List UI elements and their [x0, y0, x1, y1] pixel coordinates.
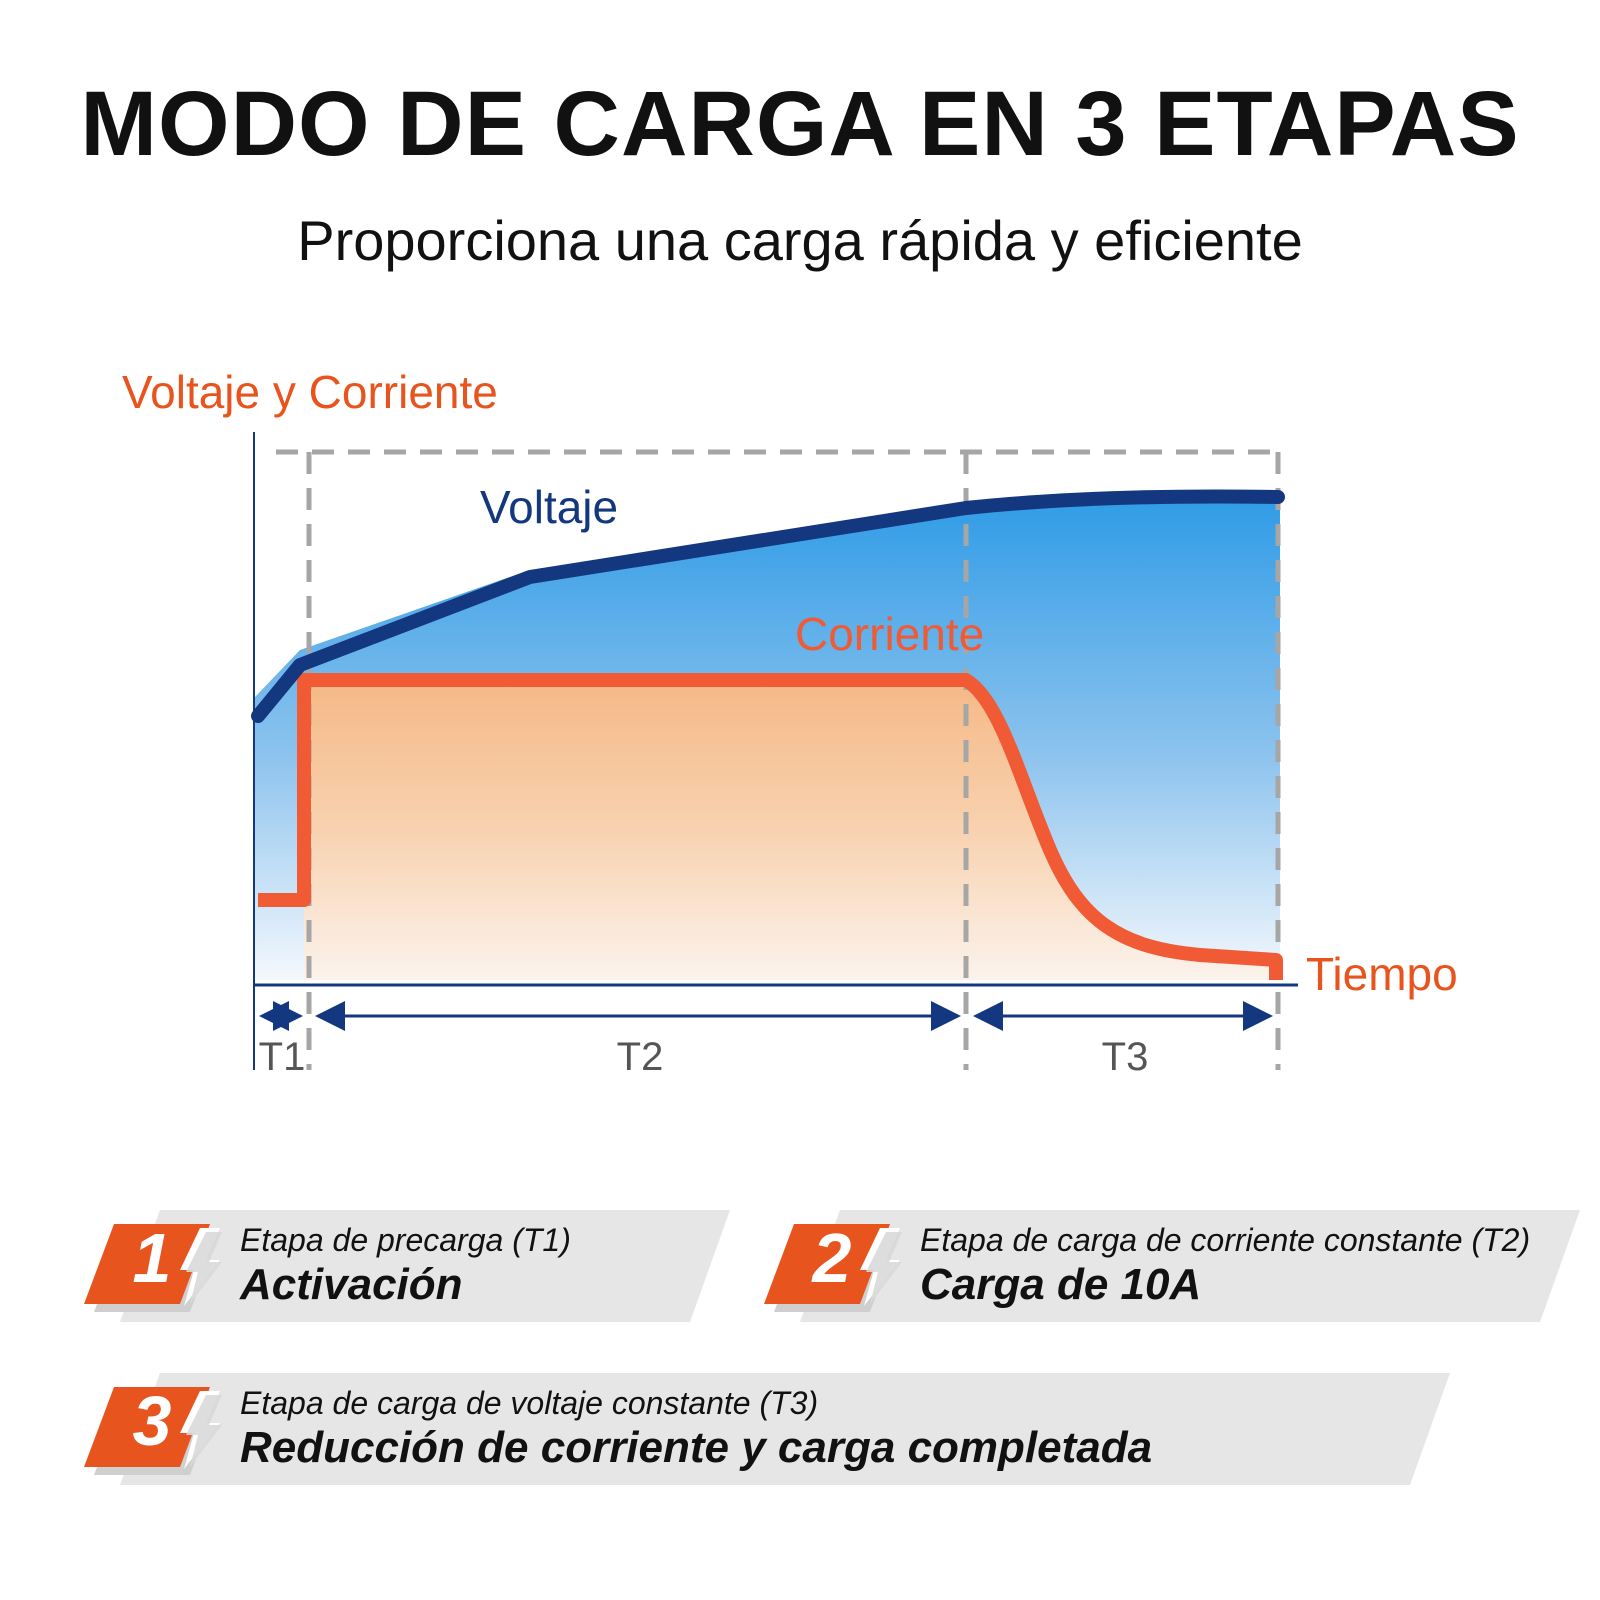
stage-band [100, 1373, 1450, 1485]
current-label: Corriente [795, 608, 984, 660]
stage-card-3: 3 Etapa de carga de voltaje constante (T… [84, 1373, 1450, 1485]
stage-card-1: 1 Etapa de precarga (T1) Activación [84, 1210, 730, 1322]
stage-band [780, 1210, 1580, 1322]
charging-diagram: Voltaje y Corriente Voltaje Corriente Ti… [122, 366, 1458, 1079]
period-label-t1: T1 [259, 1035, 306, 1079]
x-axis-label: Tiempo [1306, 948, 1458, 1000]
lightning-icon [180, 1228, 222, 1306]
stage-number: 2 [812, 1219, 852, 1297]
stage-title: Etapa de carga de corriente constante (T… [920, 1222, 1531, 1258]
page-title: MODO DE CARGA EN 3 ETAPAS [80, 73, 1520, 175]
stage-number: 1 [132, 1219, 172, 1297]
stage-description: Reducción de corriente y carga completad… [240, 1423, 1153, 1472]
voltage-label: Voltaje [480, 481, 618, 533]
current-curve [258, 673, 1283, 980]
stage-description: Carga de 10A [920, 1260, 1202, 1309]
stage-card-2: 2 Etapa de carga de corriente constante … [764, 1210, 1580, 1322]
lightning-icon [180, 1391, 222, 1469]
lightning-icon [860, 1228, 902, 1306]
current-area [304, 680, 1268, 980]
page-subtitle: Proporciona una carga rápida y eficiente [297, 209, 1303, 272]
voltage-curve [251, 489, 1285, 723]
y-axis-label: Voltaje y Corriente [122, 366, 498, 418]
stage-title: Etapa de carga de voltaje constante (T3) [240, 1385, 819, 1421]
period-label-t3: T3 [1102, 1035, 1149, 1079]
stage-number: 3 [132, 1382, 172, 1460]
stage-title: Etapa de precarga (T1) [240, 1222, 571, 1258]
stage-description: Activación [240, 1260, 463, 1309]
period-label-t2: T2 [617, 1035, 664, 1079]
